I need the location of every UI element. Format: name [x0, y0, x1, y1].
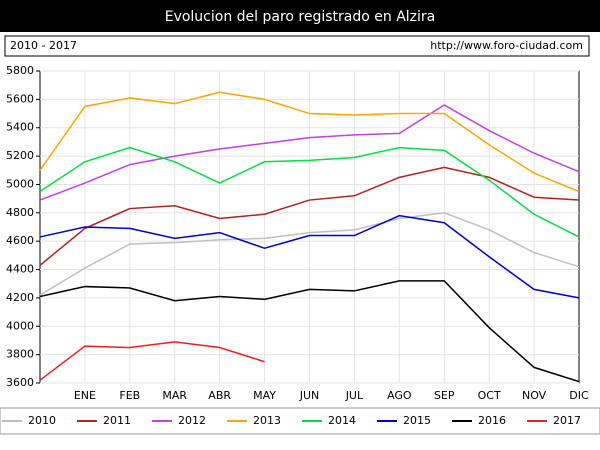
source: http://www.foro-ciudad.com [430, 39, 583, 52]
y-tick-label: 5200 [6, 149, 34, 162]
series-line [39, 166, 580, 266]
legend-label: 2010 [28, 414, 56, 427]
x-tick-label: ABR [208, 389, 231, 402]
legend-box [0, 407, 600, 435]
y-tick-label: 4000 [6, 319, 34, 332]
subheader-box [4, 35, 590, 57]
title-bar [0, 0, 600, 32]
y-tick-label: 4800 [6, 206, 34, 219]
legend-label: 2016 [478, 414, 506, 427]
legend-label: 2014 [328, 414, 356, 427]
series-line [39, 212, 580, 296]
x-tick-label: DIC [569, 389, 589, 402]
y-tick-label: 3600 [6, 376, 34, 389]
y-tick-label: 4400 [6, 263, 34, 276]
series-line [39, 280, 580, 383]
x-tick-label: ENE [74, 389, 96, 402]
y-tick-label: 5000 [6, 177, 34, 190]
series-line [39, 104, 580, 201]
series-line [39, 146, 580, 238]
legend-label: 2012 [178, 414, 206, 427]
y-tick-label: 4600 [6, 234, 34, 247]
series-line [39, 91, 580, 193]
x-tick-label: MAY [253, 389, 276, 402]
x-tick-label: OCT [478, 389, 501, 402]
x-tick-label: JUL [345, 389, 364, 402]
legend-label: 2015 [403, 414, 431, 427]
x-tick-label: JUN [299, 389, 320, 402]
subtitle: 2010 - 2017 [10, 39, 77, 52]
y-tick-label: 5600 [6, 92, 34, 105]
chart-title: Evolucion del paro registrado en Alzira [165, 9, 436, 25]
x-tick-label: SEP [434, 389, 455, 402]
y-tick-label: 5800 [6, 64, 34, 77]
legend-label: 2013 [253, 414, 281, 427]
x-tick-label: MAR [162, 389, 187, 402]
series-line [39, 341, 265, 381]
y-tick-label: 3800 [6, 348, 34, 361]
legend-label: 2011 [103, 414, 131, 427]
legend-label: 2017 [553, 414, 581, 427]
y-tick-label: 4200 [6, 291, 34, 304]
x-tick-label: AGO [387, 389, 412, 402]
x-tick-label: NOV [522, 389, 547, 402]
y-tick-label: 5400 [6, 121, 34, 134]
series-line [39, 214, 580, 299]
x-tick-label: FEB [119, 389, 140, 402]
